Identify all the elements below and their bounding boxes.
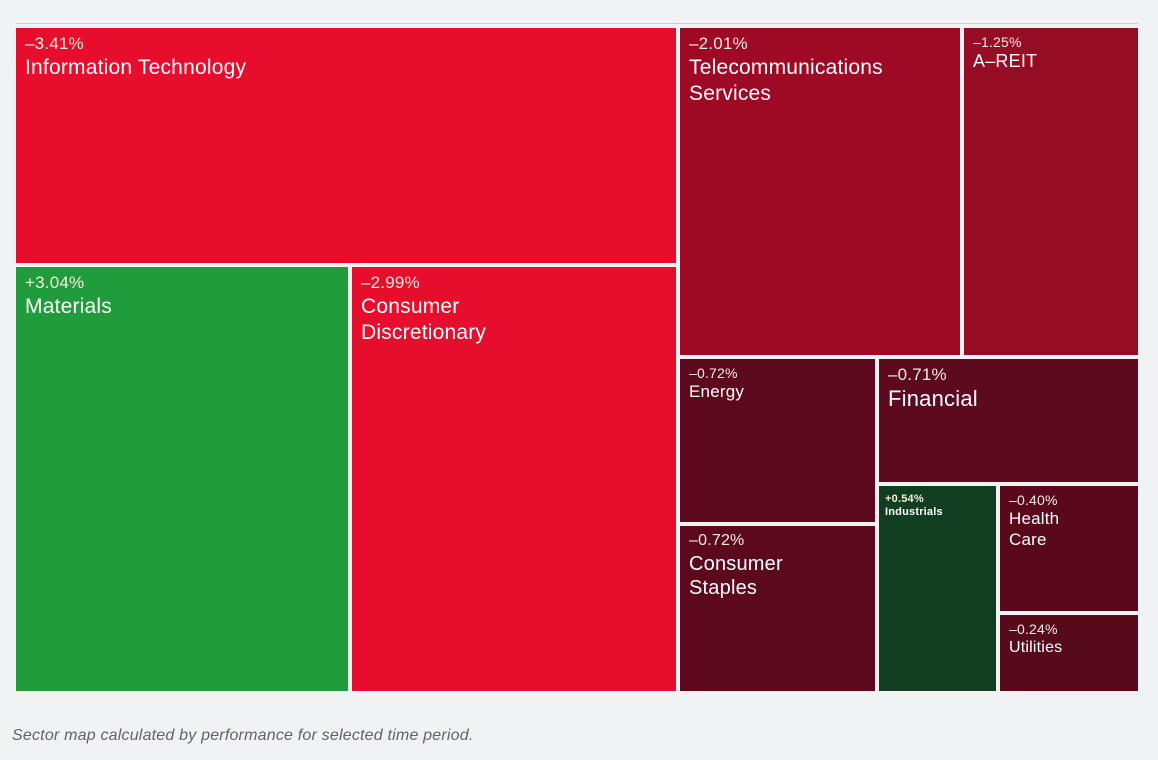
sector-tile-consumer-discretionary[interactable]: –2.99% Consumer Discretionary [352, 267, 676, 691]
sector-name: A–REIT [973, 51, 1038, 72]
sector-name: Consumer Discretionary [361, 295, 487, 344]
sector-change-percent: –0.71% [888, 365, 947, 384]
sector-change-percent: +0.54% [885, 493, 924, 505]
sector-change-percent: –0.72% [689, 532, 745, 549]
sector-name: Telecommunications Services [689, 56, 883, 105]
sector-tile-utilities[interactable]: –0.24% Utilities [1000, 615, 1138, 691]
sector-name: Health Care [1009, 509, 1060, 549]
sector-tile-energy[interactable]: –0.72% Energy [680, 359, 875, 522]
sector-change-percent: –0.24% [1009, 621, 1058, 637]
sector-change-percent: +3.04% [25, 273, 85, 292]
treemap-top-border [16, 23, 1138, 24]
sector-name: Materials [25, 295, 112, 319]
sector-tile-consumer-staples[interactable]: –0.72% Consumer Staples [680, 526, 875, 691]
sector-name: Financial [888, 386, 978, 412]
sector-change-percent: –2.99% [361, 273, 420, 292]
sector-tile-industrials[interactable]: +0.54% Industrials [879, 486, 996, 691]
sector-tile-a-reit[interactable]: –1.25% A–REIT [964, 28, 1138, 355]
sector-change-percent: –3.41% [25, 34, 84, 53]
sector-name: Consumer Staples [689, 552, 783, 600]
sector-tile-information-technology[interactable]: –3.41% Information Technology [16, 28, 676, 263]
sector-tile-materials[interactable]: +3.04% Materials [16, 267, 348, 691]
sector-name: Industrials [885, 506, 943, 519]
sector-tile-telecommunications-services[interactable]: –2.01% Telecommunications Services [680, 28, 960, 355]
sector-tile-health-care[interactable]: –0.40% Health Care [1000, 486, 1138, 611]
sector-change-percent: –1.25% [973, 34, 1022, 50]
sector-tile-financial[interactable]: –0.71% Financial [879, 359, 1138, 482]
sector-name: Energy [689, 382, 745, 402]
sector-change-percent: –0.40% [1009, 492, 1058, 508]
sector-change-percent: –2.01% [689, 34, 748, 53]
sector-map-caption: Sector map calculated by performance for… [12, 727, 474, 744]
sector-name: Utilities [1009, 639, 1063, 657]
sector-change-percent: –0.72% [689, 365, 738, 381]
sector-name: Information Technology [25, 56, 247, 80]
